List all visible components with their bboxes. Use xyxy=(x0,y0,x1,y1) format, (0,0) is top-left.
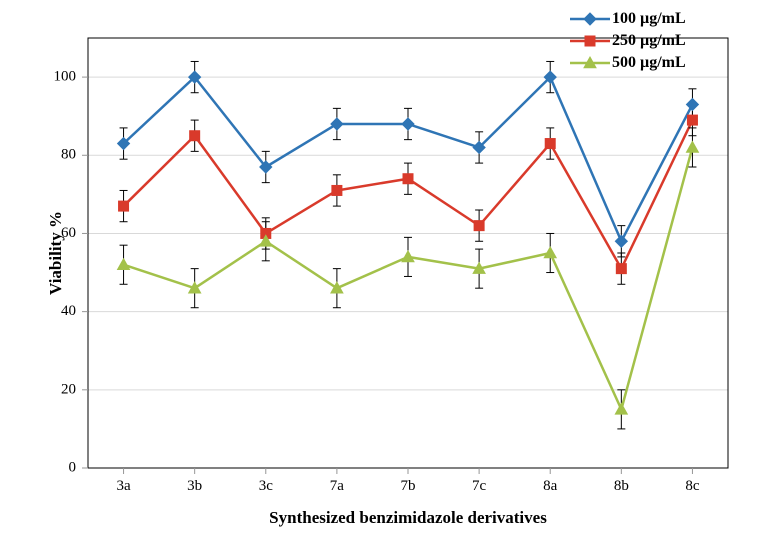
legend-label: 500 µg/mL xyxy=(612,54,686,72)
x-tick-label: 7b xyxy=(401,478,416,494)
x-tick-label: 7a xyxy=(330,478,345,494)
x-tick-label: 8a xyxy=(543,478,558,494)
x-tick-label: 8c xyxy=(685,478,700,494)
y-tick-label: 20 xyxy=(61,381,76,397)
legend-swatch xyxy=(568,10,612,28)
x-tick-label: 8b xyxy=(614,478,629,494)
legend-label: 250 µg/mL xyxy=(612,32,686,50)
y-tick-label: 80 xyxy=(61,147,76,163)
legend-swatch xyxy=(568,54,612,72)
x-axis-title: Synthesized benzimidazole derivatives xyxy=(269,508,547,528)
y-tick-label: 0 xyxy=(69,459,77,475)
legend-item-0: 100 µg/mL xyxy=(568,8,686,30)
x-tick-label: 3a xyxy=(116,478,131,494)
y-tick-label: 40 xyxy=(61,303,76,319)
x-tick-label: 3b xyxy=(187,478,202,494)
x-tick-label: 3c xyxy=(259,478,274,494)
viability-chart: 0204060801003a3b3c7a7b7c8a8b8c xyxy=(0,0,766,546)
y-tick-label: 100 xyxy=(54,69,77,85)
x-tick-label: 7c xyxy=(472,478,487,494)
legend-item-2: 500 µg/mL xyxy=(568,52,686,74)
legend-label: 100 µg/mL xyxy=(612,10,686,28)
y-axis-title: Viability % xyxy=(46,211,66,295)
legend-item-1: 250 µg/mL xyxy=(568,30,686,52)
legend-swatch xyxy=(568,32,612,50)
legend: 100 µg/mL 250 µg/mL 500 µg/mL xyxy=(568,8,686,74)
